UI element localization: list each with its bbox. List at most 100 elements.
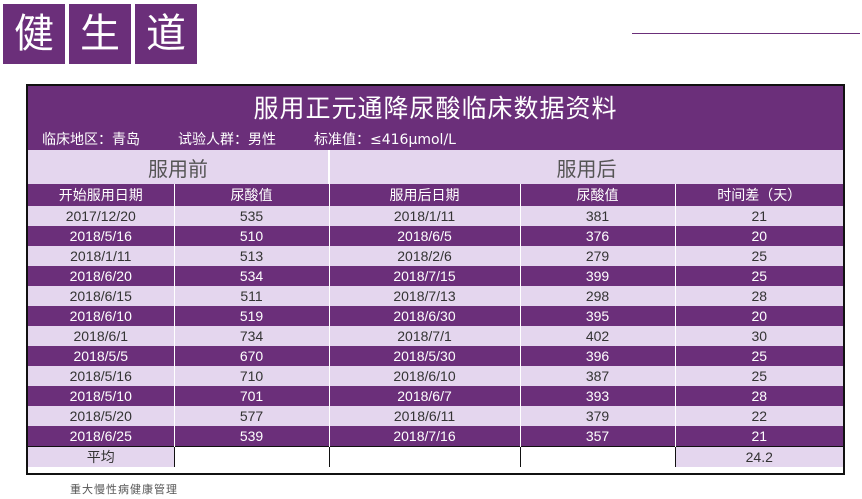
table-cell: 387 — [519, 366, 675, 386]
table-cell: 357 — [519, 426, 675, 447]
table-cell: 22 — [674, 406, 844, 426]
logo-char: 健 — [3, 4, 65, 64]
table-cell: 396 — [519, 346, 675, 366]
table-cell: 511 — [173, 286, 329, 306]
table-row: 2017/12/20 535 2018/1/11 381 21 — [28, 206, 844, 226]
table-cell: 2018/7/16 — [328, 426, 520, 447]
table-row: 2018/6/10 519 2018/6/30 395 20 — [28, 306, 844, 326]
table-cell: 25 — [674, 266, 844, 286]
table-cell: 2018/6/15 — [28, 286, 174, 306]
table-cell: 2018/5/5 — [28, 346, 174, 366]
table-row: 2018/6/15 511 2018/7/13 298 28 — [28, 286, 844, 306]
table-row: 2018/5/16 710 2018/6/10 387 25 — [28, 366, 844, 386]
table-cell: 379 — [519, 406, 675, 426]
table-cell: 2018/6/10 — [328, 366, 520, 386]
table-cell: 381 — [519, 206, 675, 226]
column-header: 尿酸值 — [173, 184, 329, 206]
table-cell: 2018/6/5 — [328, 226, 520, 246]
column-header: 时间差（天） — [674, 184, 844, 206]
table-cell: 2018/7/1 — [328, 326, 520, 346]
table-cell: 20 — [674, 306, 844, 326]
empty-cell — [519, 446, 675, 467]
logo: 健 生 道 — [3, 4, 197, 64]
table-cell: 2018/6/30 — [328, 306, 520, 326]
table-cell: 28 — [674, 286, 844, 306]
table-cell: 2018/5/10 — [28, 386, 174, 406]
section-before: 服用前 — [28, 150, 330, 184]
table-cell: 25 — [674, 346, 844, 366]
table-cell: 2018/5/30 — [328, 346, 520, 366]
title-block: 服用正元通降尿酸临床数据资料 临床地区：青岛 试验人群：男性 标准值：≤416μ… — [28, 86, 843, 150]
meta-population: 试验人群：男性 — [178, 132, 276, 148]
table-cell: 2018/7/15 — [328, 266, 520, 286]
header-row: 开始服用日期 尿酸值 服用后日期 尿酸值 时间差（天） — [28, 184, 844, 206]
table-cell: 28 — [674, 386, 844, 406]
column-header: 尿酸值 — [519, 184, 675, 206]
table-row: 2018/6/20 534 2018/7/15 399 25 — [28, 266, 844, 286]
table-cell: 30 — [674, 326, 844, 346]
empty-cell — [328, 446, 520, 467]
table-cell: 402 — [519, 326, 675, 346]
table-cell: 393 — [519, 386, 675, 406]
table-cell: 2018/5/16 — [28, 366, 174, 386]
column-header: 服用后日期 — [328, 184, 520, 206]
data-sheet: 服用正元通降尿酸临床数据资料 临床地区：青岛 试验人群：男性 标准值：≤416μ… — [26, 84, 845, 475]
table-cell: 2018/6/10 — [28, 306, 174, 326]
table-cell: 534 — [173, 266, 329, 286]
empty-cell — [173, 446, 329, 467]
logo-char: 道 — [135, 4, 197, 64]
table-cell: 376 — [519, 226, 675, 246]
table-cell: 734 — [173, 326, 329, 346]
table-cell: 2018/2/6 — [328, 246, 520, 266]
table-row: 2018/5/16 510 2018/6/5 376 20 — [28, 226, 844, 246]
table-cell: 2018/1/11 — [328, 206, 520, 226]
data-table: 服用前 服用后 开始服用日期 尿酸值 服用后日期 尿酸值 时间差（天） 2017… — [28, 150, 844, 467]
table-row: 2018/6/25 539 2018/7/16 357 21 — [28, 426, 844, 447]
table-cell: 2017/12/20 — [28, 206, 174, 226]
table-row: 2018/5/10 701 2018/6/7 393 28 — [28, 386, 844, 406]
table-cell: 279 — [519, 246, 675, 266]
table-cell: 395 — [519, 306, 675, 326]
table-cell: 2018/6/11 — [328, 406, 520, 426]
table-cell: 710 — [173, 366, 329, 386]
table-cell: 577 — [173, 406, 329, 426]
table-row: 2018/5/5 670 2018/5/30 396 25 — [28, 346, 844, 366]
table-cell: 510 — [173, 226, 329, 246]
table-cell: 21 — [674, 426, 844, 447]
table-cell: 519 — [173, 306, 329, 326]
meta-region: 临床地区：青岛 — [42, 132, 140, 148]
table-cell: 701 — [173, 386, 329, 406]
table-cell: 25 — [674, 246, 844, 266]
table-cell: 513 — [173, 246, 329, 266]
table-cell: 539 — [173, 426, 329, 447]
table-cell: 2018/6/7 — [328, 386, 520, 406]
average-label: 平均 — [28, 446, 174, 467]
table-cell: 2018/5/20 — [28, 406, 174, 426]
meta-line: 临床地区：青岛 试验人群：男性 标准值：≤416μmol/L — [42, 129, 456, 149]
table-row: 2018/1/11 513 2018/2/6 279 25 — [28, 246, 844, 266]
table-cell: 2018/7/13 — [328, 286, 520, 306]
average-value: 24.2 — [674, 446, 844, 467]
table-cell: 2018/6/25 — [28, 426, 174, 447]
table-row: 2018/6/1 734 2018/7/1 402 30 — [28, 326, 844, 346]
table-cell: 21 — [674, 206, 844, 226]
table-cell: 535 — [173, 206, 329, 226]
table-cell: 2018/5/16 — [28, 226, 174, 246]
table-cell: 25 — [674, 366, 844, 386]
table-cell: 20 — [674, 226, 844, 246]
section-row: 服用前 服用后 — [28, 150, 844, 184]
top-divider — [632, 33, 860, 34]
footer-text: 重大慢性病健康管理 — [70, 483, 178, 496]
table-cell: 298 — [519, 286, 675, 306]
table-cell: 399 — [519, 266, 675, 286]
meta-standard: 标准值：≤416μmol/L — [314, 132, 456, 148]
table-cell: 2018/6/20 — [28, 266, 174, 286]
column-header: 开始服用日期 — [28, 184, 174, 206]
logo-char: 生 — [69, 4, 131, 64]
table-cell: 2018/6/1 — [28, 326, 174, 346]
table-row: 2018/5/20 577 2018/6/11 379 22 — [28, 406, 844, 426]
table-cell: 2018/1/11 — [28, 246, 174, 266]
sheet-title: 服用正元通降尿酸临床数据资料 — [253, 94, 618, 123]
section-after: 服用后 — [329, 150, 844, 184]
table-cell: 670 — [173, 346, 329, 366]
